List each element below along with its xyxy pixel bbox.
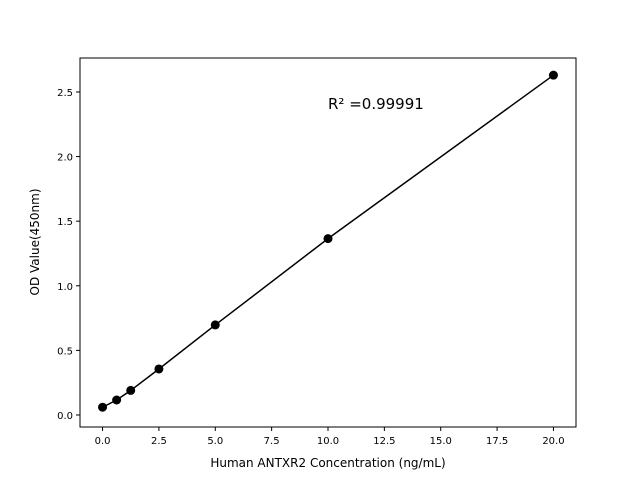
- y-axis-label: OD Value(450nm): [28, 188, 42, 295]
- data-point: [112, 395, 122, 405]
- r-squared-annotation: R² =0.99991: [328, 95, 424, 113]
- x-tick-label: 0.0: [95, 436, 111, 447]
- y-tick-label: 0.5: [57, 346, 73, 357]
- x-tick-label: 17.5: [486, 436, 508, 447]
- y-axis: 0.0 0.5 1.0 1.5 2.0 2.5: [57, 88, 80, 422]
- x-tick-label: 5.0: [207, 436, 223, 447]
- data-point: [323, 234, 333, 244]
- x-tick-label: 12.5: [373, 436, 395, 447]
- data-point: [210, 320, 220, 330]
- data-point: [126, 385, 136, 395]
- y-tick-label: 2.5: [57, 88, 73, 99]
- plot-marks: [98, 70, 558, 412]
- x-axis: 0.0 2.5 5.0 7.5 10.0 12.5 15.0 17.5 20.0: [95, 427, 565, 447]
- data-point: [548, 70, 558, 80]
- data-point: [98, 402, 108, 412]
- y-tick-label: 0.0: [57, 411, 73, 422]
- x-tick-label: 2.5: [151, 436, 167, 447]
- x-tick-label: 7.5: [264, 436, 280, 447]
- x-tick-label: 20.0: [542, 436, 564, 447]
- y-tick-label: 1.0: [57, 282, 73, 293]
- x-axis-label: Human ANTXR2 Concentration (ng/mL): [210, 456, 445, 470]
- x-tick-label: 15.0: [430, 436, 452, 447]
- data-point: [154, 364, 164, 374]
- y-tick-label: 1.5: [57, 217, 73, 228]
- x-tick-label: 10.0: [317, 436, 339, 447]
- y-tick-label: 2.0: [57, 153, 73, 164]
